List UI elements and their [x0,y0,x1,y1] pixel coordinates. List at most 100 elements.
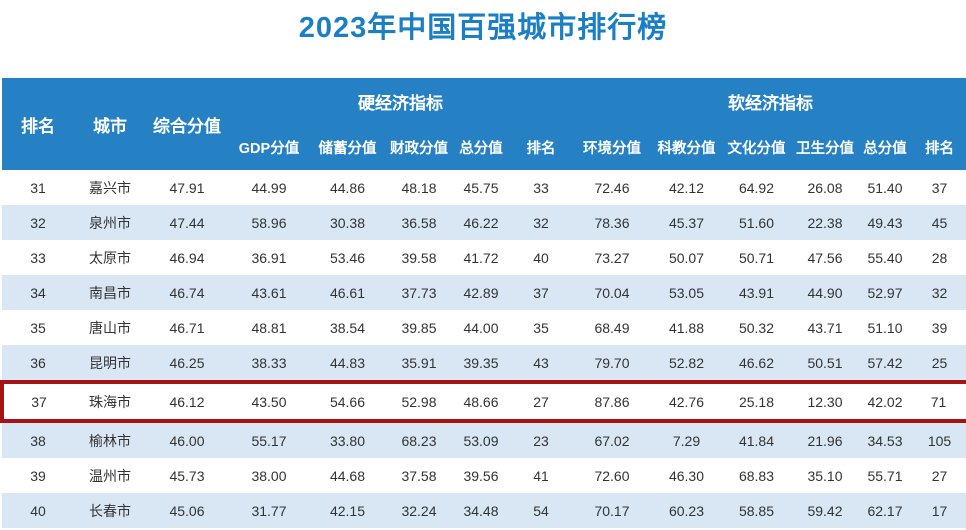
savings-score-cell: 53.46 [329,249,366,266]
col-header-composite: 综合分值 [146,78,228,170]
culture-score-cell: 50.71 [738,249,775,266]
fiscal-score-cell: 35.91 [401,354,437,371]
composite-score-cell: 46.25 [169,354,205,371]
rank-cell: 31 [30,179,46,196]
health-score-cell: 22.38 [807,214,843,231]
composite-score-cell: 46.71 [169,319,205,336]
table-row: 38 榆林市 46.00 55.17 33.80 68.23 53.09 23 … [2,421,966,458]
hard-rank-cell: 41 [533,467,549,484]
science-education-score-cell: 46.30 [668,467,705,484]
culture-score-cell: 41.84 [738,432,775,449]
fiscal-score-cell: 32.24 [401,502,437,519]
rank-cell: 40 [30,502,46,519]
rank-cell: 33 [30,249,46,266]
hard-total-score-cell: 53.09 [463,432,499,449]
rank-cell: 36 [30,354,46,371]
hard-total-score-cell: 39.56 [463,467,499,484]
city-cell: 唐山市 [89,319,131,336]
fiscal-score-cell: 36.58 [401,214,437,231]
rank-cell: 39 [30,467,46,484]
hard-total-score-cell: 39.35 [463,354,499,371]
health-score-cell: 12.30 [791,380,859,423]
hard-rank-cell: 40 [533,249,549,266]
savings-score-cell: 44.68 [329,467,366,484]
environment-score-cell: 79.70 [594,354,630,371]
hard-rank-cell: 37 [533,284,549,301]
soft-total-score-cell: 62.17 [867,502,903,519]
hard-total-score-cell: 46.22 [463,214,499,231]
gdp-score-cell: 44.99 [251,179,287,196]
soft-total-score-cell: 49.43 [867,214,903,231]
table-row: 32 泉州市 47.44 58.96 30.38 36.58 46.22 32 … [2,205,966,240]
health-score-cell: 35.10 [807,467,843,484]
city-cell: 珠海市 [74,380,146,423]
savings-score-cell: 46.61 [329,284,366,301]
hard-rank-cell: 23 [533,432,549,449]
culture-score-cell: 50.32 [738,319,775,336]
table-row: 34 南昌市 46.74 43.61 46.61 37.73 42.89 37 … [2,275,966,310]
composite-score-cell: 46.74 [169,284,205,301]
col-header-savings-score: 储蓄分值 [310,124,385,170]
environment-score-cell: 70.04 [594,284,630,301]
table-row: 39 温州市 45.73 38.00 44.68 37.58 39.56 41 … [2,458,966,493]
savings-score-cell: 44.86 [329,179,366,196]
soft-rank-cell: 39 [931,319,948,336]
environment-score-cell: 78.36 [594,214,630,231]
soft-total-score-cell: 51.10 [867,319,903,336]
health-score-cell: 26.08 [807,179,843,196]
rank-cell: 38 [30,432,46,449]
composite-score-cell: 47.91 [169,179,205,196]
savings-score-cell: 42.15 [329,502,366,519]
col-header-soft-rank: 排名 [911,124,966,170]
culture-score-cell: 68.83 [738,467,775,484]
science-education-score-cell: 42.12 [668,179,705,196]
soft-total-score-cell: 57.42 [867,354,903,371]
hard-rank-cell: 43 [533,354,549,371]
fiscal-score-cell: 39.85 [401,319,437,336]
table-body: 31 嘉兴市 47.91 44.99 44.86 48.18 45.75 33 … [0,170,966,528]
fiscal-score-cell: 52.98 [385,380,453,423]
table-row: 36 昆明市 46.25 38.33 44.83 35.91 39.35 43 … [2,345,966,382]
table-row: 35 唐山市 46.71 48.81 38.54 39.85 44.00 35 … [2,310,966,345]
city-cell: 长春市 [89,502,131,519]
soft-total-score-cell: 42.02 [859,380,911,423]
composite-score-cell: 45.06 [169,502,205,519]
city-cell: 榆林市 [89,432,131,449]
fiscal-score-cell: 37.58 [401,467,437,484]
hard-total-score-cell: 48.66 [453,380,509,423]
header-group-row: 排名 城市 综合分值 硬经济指标 软经济指标 [2,78,966,170]
col-group-soft-economy: 软经济指标 [573,78,966,124]
hard-total-score-cell: 42.89 [463,284,499,301]
science-education-score-cell: 52.82 [668,354,705,371]
environment-score-cell: 68.49 [594,319,630,336]
page-title: 2023年中国百强城市排行榜 [298,12,668,44]
science-education-score-cell: 7.29 [672,432,701,449]
city-cell: 温州市 [89,467,131,484]
soft-total-score-cell: 55.71 [867,467,903,484]
culture-score-cell: 46.62 [738,354,775,371]
soft-total-score-cell: 52.97 [867,284,903,301]
science-education-score-cell: 53.05 [668,284,705,301]
rank-cell: 34 [30,284,46,301]
fiscal-score-cell: 68.23 [401,432,437,449]
fiscal-score-cell: 39.58 [401,249,437,266]
culture-score-cell: 43.91 [738,284,775,301]
culture-score-cell: 58.85 [738,502,775,519]
city-cell: 嘉兴市 [89,179,131,196]
col-header-hard-rank: 排名 [509,124,573,170]
table-row: 37 珠海市 46.12 43.50 54.66 52.98 48.66 27 … [0,380,966,423]
soft-total-score-cell: 34.53 [867,432,903,449]
gdp-score-cell: 43.61 [251,284,287,301]
hard-rank-cell: 27 [509,380,573,423]
health-score-cell: 47.56 [807,249,843,266]
environment-score-cell: 67.02 [594,432,630,449]
table-row: 33 太原市 46.94 36.91 53.46 39.58 41.72 40 … [2,240,966,275]
soft-rank-cell: 45 [931,214,948,231]
col-header-environment-score: 环境分值 [573,124,651,170]
col-header-hard-total-score: 总分值 [453,124,509,170]
col-group-hard-economy: 硬经济指标 [228,78,573,124]
health-score-cell: 43.71 [807,319,843,336]
soft-rank-cell: 71 [911,380,966,423]
table-header: 排名 城市 综合分值 硬经济指标 软经济指标 GDP分值 储蓄分值 财政分值 总… [2,78,966,170]
